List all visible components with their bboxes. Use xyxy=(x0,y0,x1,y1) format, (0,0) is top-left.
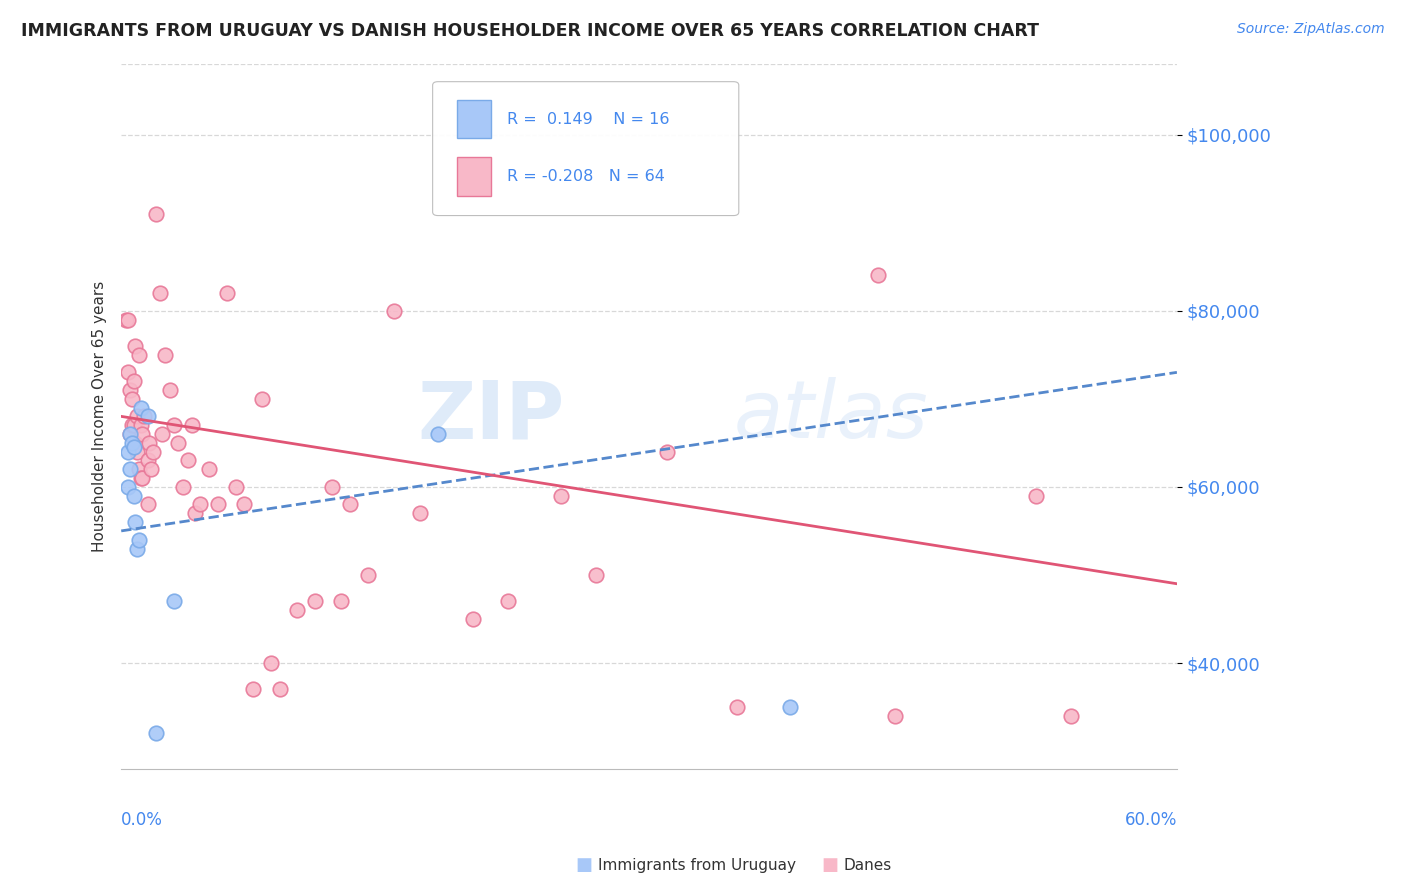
Point xyxy=(225,480,247,494)
Point xyxy=(426,427,449,442)
Y-axis label: Householder Income Over 65 years: Householder Income Over 65 years xyxy=(93,281,107,552)
Point xyxy=(184,506,207,520)
Text: IMMIGRANTS FROM URUGUAY VS DANISH HOUSEHOLDER INCOME OVER 65 YEARS CORRELATION C: IMMIGRANTS FROM URUGUAY VS DANISH HOUSEH… xyxy=(21,22,1039,40)
Point xyxy=(122,440,145,454)
Point xyxy=(124,515,146,529)
Point xyxy=(550,489,572,503)
Point xyxy=(159,383,181,397)
Point xyxy=(142,444,165,458)
Point xyxy=(180,418,202,433)
Point xyxy=(136,498,159,512)
Point xyxy=(1060,709,1083,723)
Point xyxy=(128,533,150,547)
Point xyxy=(339,498,361,512)
Point xyxy=(155,348,177,362)
Point xyxy=(260,656,283,670)
Point xyxy=(122,489,145,503)
Point xyxy=(136,453,159,467)
Text: Immigrants from Uruguay: Immigrants from Uruguay xyxy=(598,858,796,872)
Point xyxy=(177,453,200,467)
Text: ■: ■ xyxy=(575,856,592,874)
Point xyxy=(190,498,212,512)
Point xyxy=(118,383,141,397)
Point xyxy=(121,392,143,406)
Point xyxy=(498,594,520,608)
Point xyxy=(779,700,801,714)
Point xyxy=(166,435,188,450)
Point xyxy=(163,594,186,608)
Point xyxy=(117,312,139,326)
Point xyxy=(131,471,153,485)
FancyBboxPatch shape xyxy=(457,100,491,138)
Point xyxy=(145,207,167,221)
Point xyxy=(121,418,143,433)
Point xyxy=(136,409,159,424)
Point xyxy=(131,427,153,442)
Point xyxy=(129,401,152,415)
Point xyxy=(121,435,143,450)
Point xyxy=(585,568,607,582)
Point xyxy=(866,268,889,283)
Text: R = -0.208   N = 64: R = -0.208 N = 64 xyxy=(506,169,665,185)
Point xyxy=(172,480,194,494)
Point xyxy=(242,682,264,697)
Text: ZIP: ZIP xyxy=(418,377,565,456)
Point xyxy=(163,418,186,433)
Point xyxy=(304,594,326,608)
Point xyxy=(124,339,146,353)
Text: atlas: atlas xyxy=(734,377,928,456)
FancyBboxPatch shape xyxy=(433,82,738,216)
Point xyxy=(117,444,139,458)
Point xyxy=(250,392,273,406)
Point xyxy=(129,471,152,485)
Point xyxy=(461,612,484,626)
Point xyxy=(132,409,155,424)
Point xyxy=(321,480,343,494)
Text: 60.0%: 60.0% xyxy=(1125,811,1177,829)
Point xyxy=(122,418,145,433)
Point xyxy=(269,682,291,697)
Point xyxy=(118,427,141,442)
Point xyxy=(198,462,221,476)
Point xyxy=(207,498,229,512)
Text: ■: ■ xyxy=(821,856,838,874)
Point xyxy=(150,427,173,442)
Point xyxy=(1025,489,1047,503)
Point xyxy=(118,462,141,476)
Point xyxy=(138,435,160,450)
Point xyxy=(125,409,148,424)
Text: 0.0%: 0.0% xyxy=(121,811,163,829)
Text: R =  0.149    N = 16: R = 0.149 N = 16 xyxy=(506,112,669,127)
Text: Source: ZipAtlas.com: Source: ZipAtlas.com xyxy=(1237,22,1385,37)
Point xyxy=(330,594,353,608)
Point xyxy=(117,480,139,494)
Point xyxy=(409,506,432,520)
Point xyxy=(655,444,678,458)
Point xyxy=(128,462,150,476)
Point xyxy=(122,374,145,388)
Point xyxy=(139,462,162,476)
Point xyxy=(115,312,138,326)
Point xyxy=(128,348,150,362)
Point xyxy=(145,726,167,740)
Point xyxy=(356,568,378,582)
FancyBboxPatch shape xyxy=(457,157,491,196)
Point xyxy=(118,427,141,442)
Point xyxy=(125,541,148,556)
Point xyxy=(117,365,139,379)
Point xyxy=(149,286,172,301)
Point xyxy=(233,498,256,512)
Point xyxy=(124,435,146,450)
Text: Danes: Danes xyxy=(844,858,891,872)
Point xyxy=(215,286,238,301)
Point xyxy=(285,603,308,617)
Point xyxy=(125,444,148,458)
Point xyxy=(725,700,748,714)
Point xyxy=(129,418,152,433)
Point xyxy=(382,303,405,318)
Point xyxy=(884,709,907,723)
